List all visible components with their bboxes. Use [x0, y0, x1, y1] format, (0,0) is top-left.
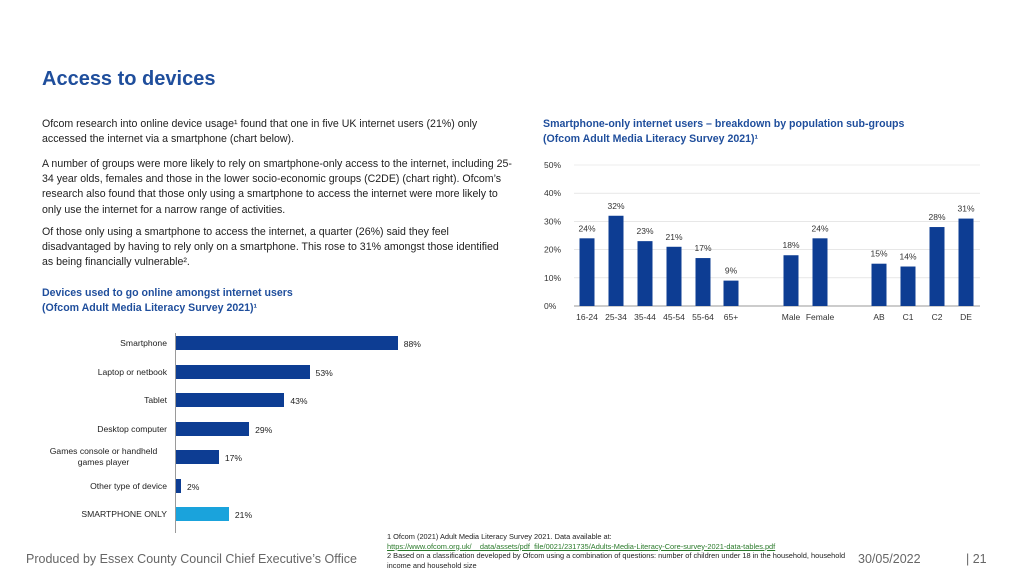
y-tick-label: 30% [544, 216, 561, 226]
smartphone-only-value-label: 31% [957, 204, 974, 214]
footnote-1-link[interactable]: https://www.ofcom.org.uk/__data/assets/p… [387, 541, 776, 551]
paragraph-groups: A number of groups were more likely to r… [42, 158, 512, 216]
smartphone-only-value-label: 9% [725, 266, 738, 276]
smartphone-only-bar [871, 263, 887, 306]
smartphone-only-value-label: 24% [578, 223, 595, 233]
smartphone-only-value-label: 28% [928, 212, 945, 222]
smartphone-only-bar [608, 215, 624, 306]
smartphone-only-bar-chart: 0% 10% 20% 30% 40% 50% 24% 16-24 32% 25-34 23% 35-4… [544, 160, 980, 322]
left-chart-heading: Devices used to go online amongst intern… [42, 286, 293, 316]
y-tick-label: 0% [544, 301, 557, 311]
smartphone-only-value-label: 21% [665, 232, 682, 242]
devices-bar [176, 421, 250, 436]
devices-value-label: 88% [403, 339, 421, 350]
y-tick-label: 20% [544, 245, 561, 255]
smartphone-only-value-label: 24% [811, 223, 828, 233]
devices-category-label: Games console or handheld games player [49, 446, 158, 468]
page-number: | 21 [966, 552, 987, 566]
paragraph-disadvantaged: Of those only using a smartphone to acce… [42, 226, 499, 269]
right-chart-heading: Smartphone-only internet users – breakdo… [543, 117, 904, 147]
devices-value-label: 17% [224, 453, 243, 464]
smartphone-only-bar [929, 227, 945, 306]
smartphone-only-category-label: Male [782, 312, 801, 322]
smartphone-only-bar [637, 241, 653, 306]
footer-producer: Produced by Essex County Council Chief E… [26, 552, 357, 566]
smartphone-only-value-label: 14% [899, 252, 916, 262]
footnote-2: 2 Based on a classification developed by… [387, 551, 846, 570]
smartphone-only-category-label: 45-54 [663, 312, 685, 322]
smartphone-only-category-label: 16-24 [576, 312, 598, 322]
devices-category-label: Tablet [144, 395, 167, 406]
smartphone-only-bar [695, 258, 711, 306]
smartphone-only-category-label: AB [873, 312, 885, 322]
devices-value-label: 53% [315, 367, 333, 378]
paragraph-intro: Ofcom research into online device usage¹… [42, 118, 478, 146]
smartphone-only-bar [812, 238, 828, 306]
smartphone-only-category-label: Female [806, 312, 835, 322]
y-tick-label: 40% [544, 188, 561, 198]
devices-bar [176, 478, 182, 493]
smartphone-only-bar [666, 246, 682, 306]
y-tick-label: 10% [544, 273, 561, 283]
footer-date: 30/05/2022 [858, 552, 921, 566]
devices-value-label: 21% [234, 510, 253, 521]
right-chart-heading-line2: (Ofcom Adult Media Literacy Survey 2021)… [543, 133, 759, 145]
smartphone-only-category-label: C2 [932, 312, 943, 322]
devices-value-label: 2% [187, 481, 200, 492]
devices-category-label: SMARTPHONE ONLY [81, 509, 167, 520]
footnote-1: 1 Ofcom (2021) Adult Media Literacy Surv… [387, 532, 612, 541]
y-tick-label: 50% [544, 160, 561, 170]
smartphone-only-category-label: 65+ [724, 312, 738, 322]
smartphone-only-category-label: DE [960, 312, 972, 322]
smartphone-only-value-label: 17% [694, 243, 711, 253]
smartphone-only-value-label: 15% [870, 249, 887, 259]
devices-category-label: Desktop computer [97, 423, 167, 434]
smartphone-only-value-label: 18% [782, 240, 799, 250]
smartphone-only-value-label: 32% [607, 201, 624, 211]
smartphone-only-bar [723, 280, 739, 306]
smartphone-only-bar [900, 266, 916, 306]
smartphone-only-category-label: 55-64 [692, 312, 714, 322]
smartphone-only-category-label: 35-44 [634, 312, 656, 322]
devices-value-label: 29% [255, 424, 273, 435]
left-chart-heading-line2: (Ofcom Adult Media Literacy Survey 2021)… [42, 302, 258, 314]
devices-category-label: Other type of device [90, 480, 167, 491]
right-chart-heading-line1: Smartphone-only internet users – breakdo… [543, 118, 905, 130]
devices-bar [176, 364, 310, 379]
page-title: Access to devices [42, 68, 216, 90]
devices-value-label: 43% [290, 396, 308, 407]
smartphone-only-value-label: 23% [636, 226, 653, 236]
devices-category-label: Smartphone [120, 338, 167, 349]
devices-bar [176, 336, 398, 351]
footnotes: 1 Ofcom (2021) Adult Media Literacy Surv… [387, 532, 847, 570]
devices-bar [176, 507, 229, 522]
devices-bar [176, 450, 219, 465]
smartphone-only-bar [958, 218, 974, 306]
smartphone-only-category-label: C1 [903, 312, 914, 322]
devices-bar [176, 393, 285, 408]
smartphone-only-category-label: 25-34 [605, 312, 627, 322]
smartphone-only-bar [579, 238, 595, 306]
devices-chart-axis [175, 333, 176, 533]
smartphone-only-bar [783, 255, 799, 306]
left-chart-heading-line1: Devices used to go online amongst intern… [42, 287, 293, 299]
devices-category-label: Laptop or netbook [97, 366, 167, 377]
